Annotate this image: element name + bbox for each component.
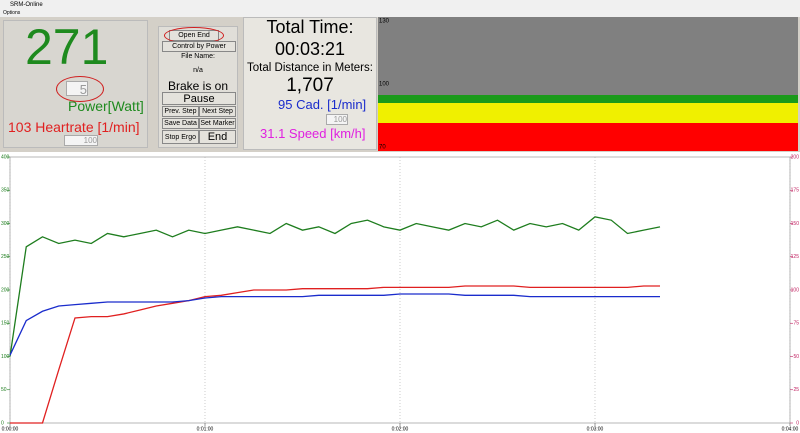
x-tick-label: 0:03:00	[587, 426, 604, 432]
title-bar: SRM-Online	[0, 0, 800, 10]
x-tick-label: 0:00:00	[2, 426, 19, 432]
stop-button[interactable]: Stop Ergo	[162, 130, 199, 144]
y-tick-label: 350	[1, 188, 10, 194]
y2-tick-label: 100	[791, 287, 800, 293]
gauge-band-yellow	[378, 103, 798, 123]
spin-box[interactable]: 100	[64, 135, 98, 146]
file-name: n/a	[193, 67, 203, 74]
save-button[interactable]: Save Data	[162, 118, 199, 129]
time-value: 00:03:21	[274, 39, 346, 59]
spin-value: 100	[333, 115, 347, 124]
gauge-band-green	[378, 95, 798, 103]
x-tick-label: 0:04:00	[782, 426, 799, 432]
prev-button[interactable]: Prev. Step	[162, 106, 199, 117]
gauge-label: 130	[379, 19, 390, 25]
window-title: SRM-Online	[10, 2, 43, 8]
gauge: 130 100 70	[378, 17, 798, 151]
y-tick-label: 300	[1, 221, 10, 227]
distance-label: Total Distance in Meters:	[247, 62, 373, 74]
x-tick-label: 0:01:00	[197, 426, 214, 432]
power-label: Power[Watt]	[68, 98, 144, 114]
mode-button[interactable]: Control by Power	[162, 41, 236, 52]
spin-box[interactable]: 100	[326, 114, 348, 125]
next-button[interactable]: Next Step	[199, 106, 236, 117]
y-tick-label: 150	[1, 321, 10, 327]
pause-button[interactable]: Pause	[162, 92, 236, 105]
cadence-label: 95 Cad. [1/min]	[278, 97, 367, 112]
y-tick-label: 0	[1, 420, 4, 426]
y2-tick-label: 25	[793, 387, 799, 393]
gauge-band-red	[378, 123, 798, 151]
menu-bar: Options	[0, 10, 800, 17]
button-label: Save Data	[164, 120, 197, 127]
chart: 0:00:00 0:01:00 0:02:00 0:03:00 0:04:0005010…	[1, 154, 800, 432]
y2-tick-label: 200	[791, 154, 800, 160]
y2-tick-label: 75	[793, 321, 799, 327]
y-tick-label: 100	[1, 354, 10, 360]
y-tick-label: 50	[1, 387, 7, 393]
button-label: Pause	[183, 93, 215, 105]
marker-button[interactable]: Set Marker	[199, 118, 236, 129]
series-line	[9, 293, 660, 356]
highlight-ellipse	[56, 76, 104, 102]
y2-tick-label: 125	[791, 254, 800, 260]
series-line	[9, 216, 661, 357]
file-label: File Name:	[181, 53, 215, 60]
button-label: Set Marker	[200, 120, 235, 127]
totals-panel	[243, 17, 377, 150]
y2-tick-label: 50	[793, 354, 799, 360]
button-label: Stop Ergo	[164, 134, 197, 141]
time-label: Total Time:	[266, 17, 354, 37]
button-label: Prev. Step	[164, 108, 197, 115]
y2-tick-label: 0	[796, 420, 799, 426]
button-label: End	[207, 131, 228, 143]
power-value: 271	[25, 19, 109, 75]
series-line	[10, 285, 660, 424]
y-tick-label: 200	[1, 287, 10, 293]
brake-status: Brake is on	[167, 79, 229, 93]
menu-options[interactable]: Options	[3, 10, 21, 16]
x-tick-label: 0:02:00	[392, 426, 409, 432]
button-label: Control by Power	[172, 43, 226, 50]
end-button[interactable]: End	[199, 130, 236, 144]
gauge-label: 70	[379, 145, 386, 151]
distance-value: 1,707	[286, 75, 334, 96]
y-tick-label: 250	[1, 254, 10, 260]
speed-label: 31.1 Speed [km/h]	[260, 126, 366, 141]
heartrate-label: 103 Heartrate [1/min]	[8, 119, 140, 135]
button-label: Next Step	[202, 108, 233, 115]
gauge-label: 100	[379, 82, 390, 88]
y2-tick-label: 150	[791, 221, 800, 227]
spin-value: 100	[83, 136, 97, 145]
y2-tick-label: 175	[791, 188, 800, 194]
y-tick-label: 400	[1, 154, 10, 160]
